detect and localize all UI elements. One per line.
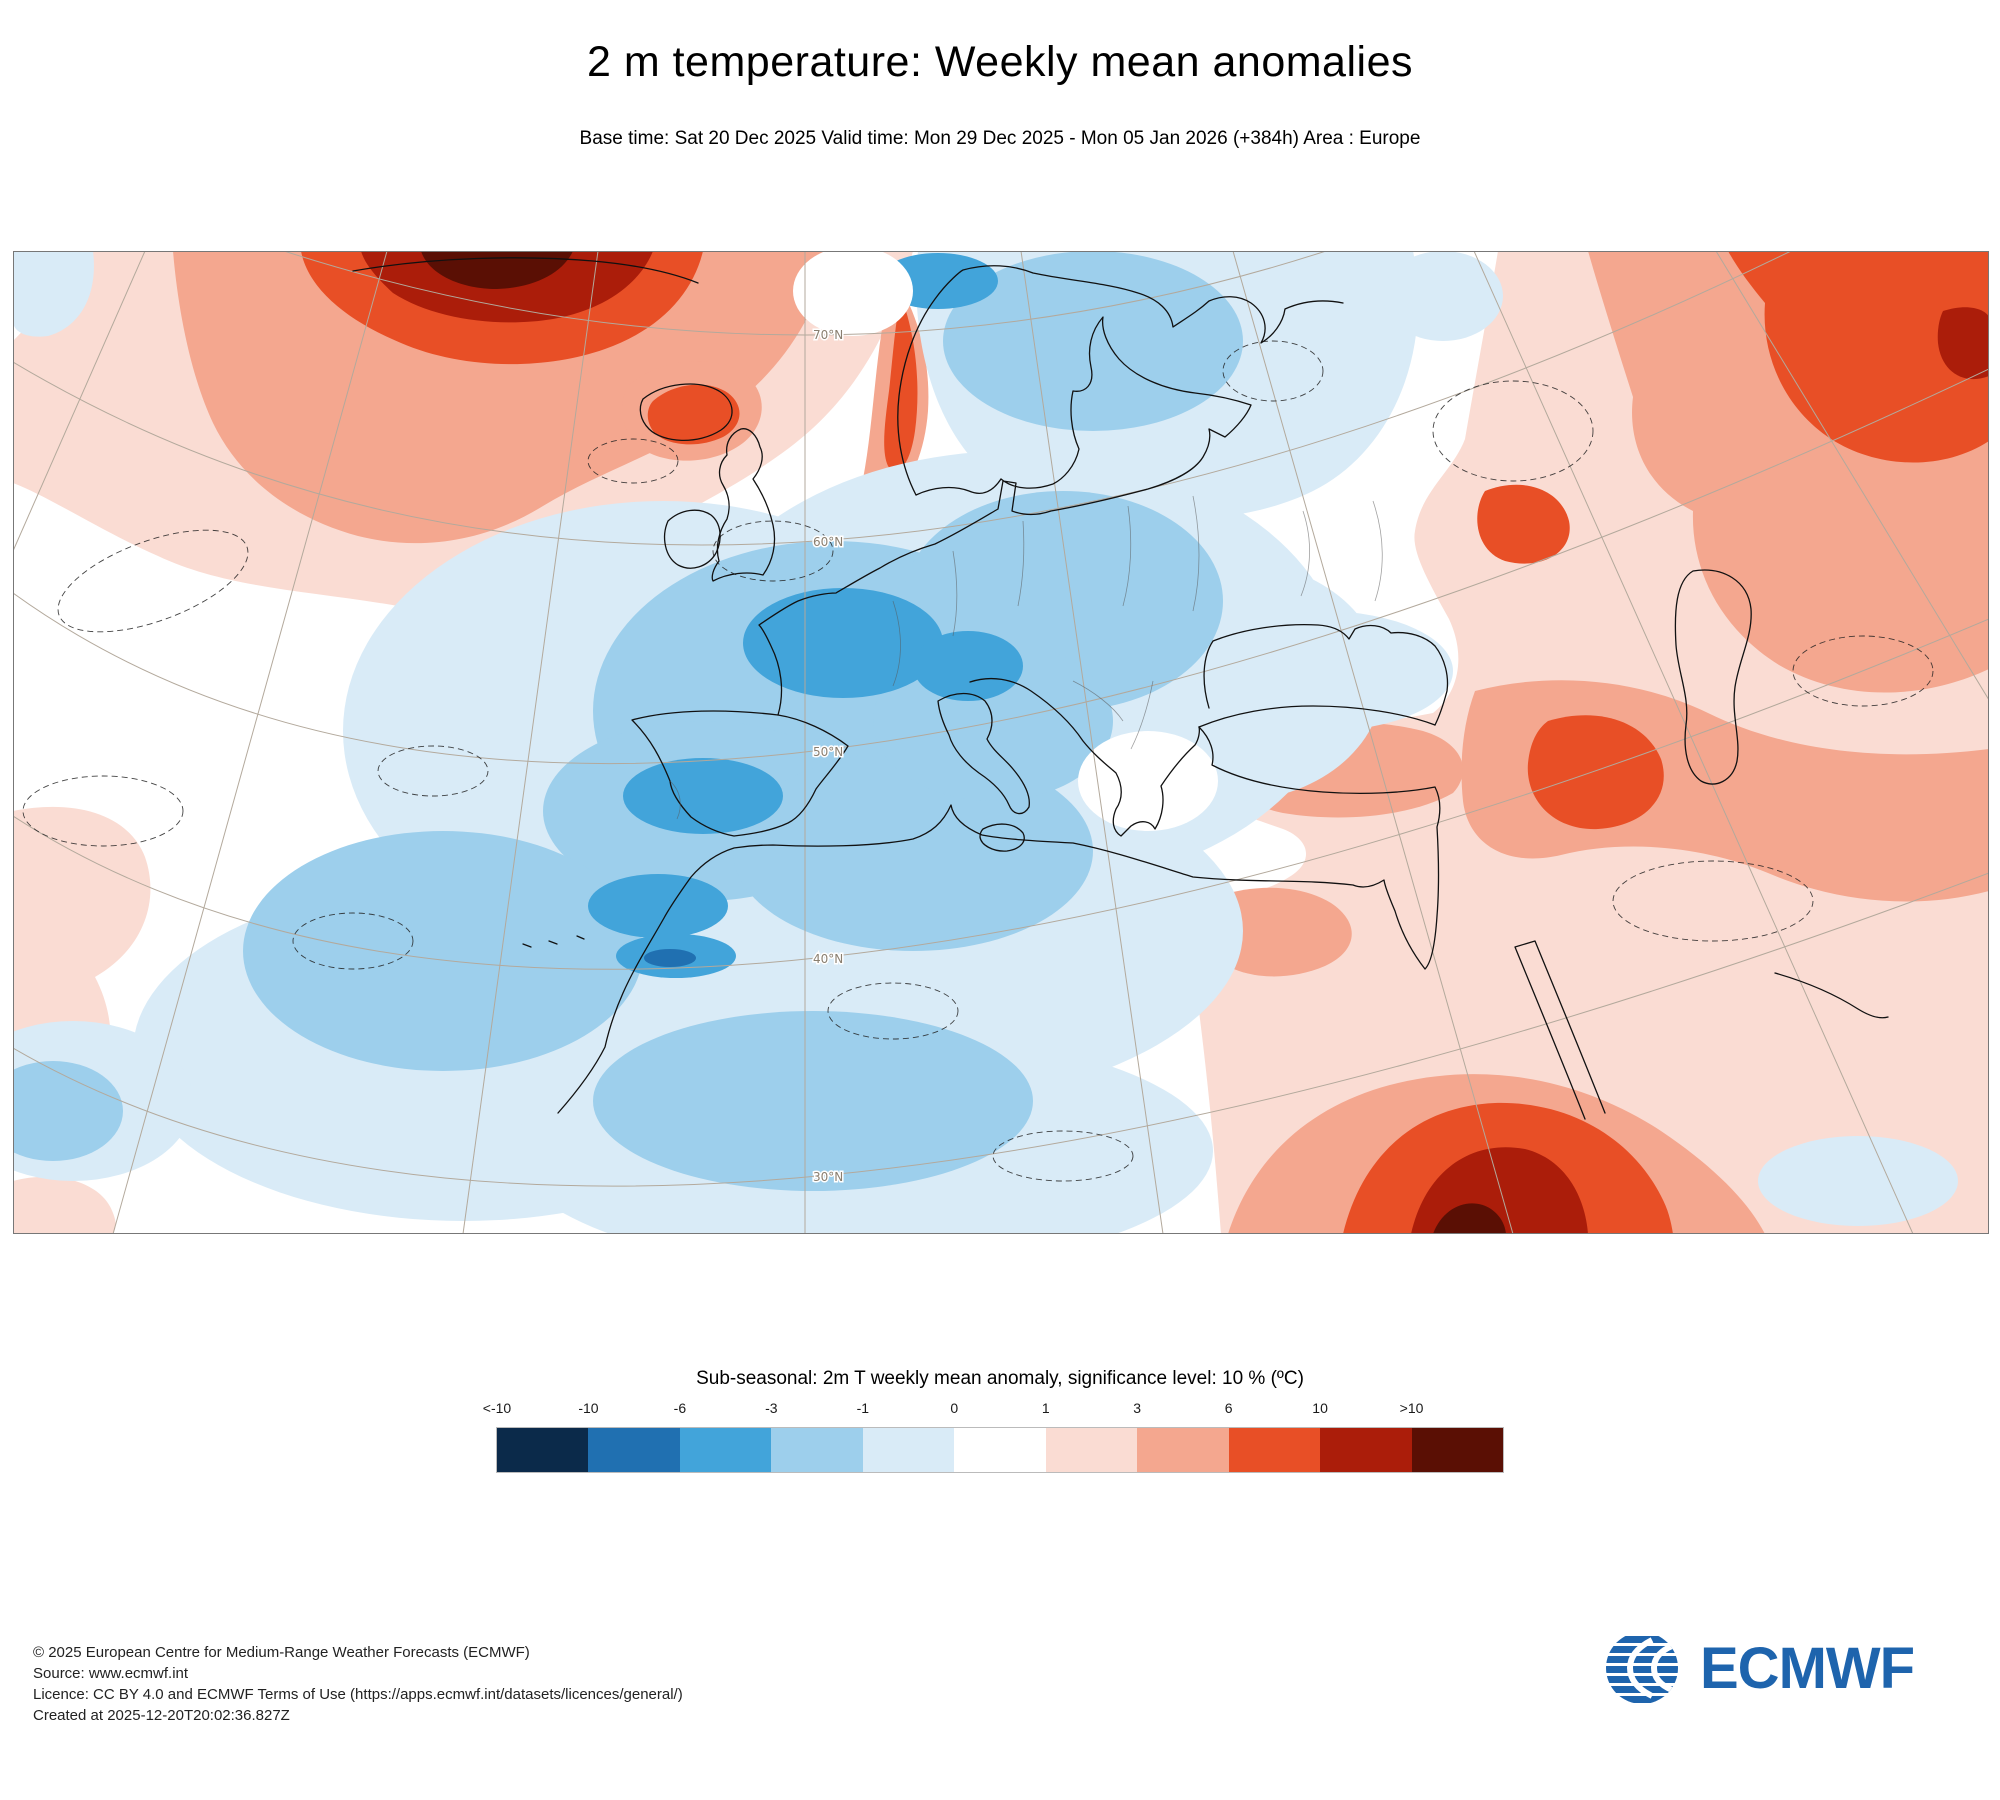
colorbar-label: 3 <box>1133 1400 1142 1416</box>
colorbar-label: >10 <box>1399 1400 1424 1416</box>
colorbar <box>496 1427 1504 1473</box>
footer-attribution: © 2025 European Centre for Medium-Range … <box>33 1642 683 1726</box>
colorbar-label: <-10 <box>482 1400 512 1416</box>
anomaly-map: 70°N 60°N 50°N 40°N 30°N <box>13 251 1989 1234</box>
map-border <box>13 251 1989 1234</box>
colorbar-label: 6 <box>1224 1400 1233 1416</box>
cold-anomaly-regions <box>13 251 1958 1234</box>
colorbar-segment <box>1411 1428 1503 1472</box>
colorbar-label: -1 <box>856 1400 870 1416</box>
footer-licence: Licence: CC BY 4.0 and ECMWF Terms of Us… <box>33 1686 683 1703</box>
colorbar-segment <box>771 1428 863 1472</box>
lat-label-30n: 30°N <box>813 1170 843 1184</box>
latitude-labels: 70°N 60°N 50°N 40°N 30°N <box>812 327 845 1186</box>
colorbar-segment <box>588 1428 680 1472</box>
footer-created-at: Created at 2025-12-20T20:02:36.827Z <box>33 1707 290 1724</box>
colorbar-segment <box>1320 1428 1412 1472</box>
legend-title: Sub-seasonal: 2m T weekly mean anomaly, … <box>696 1368 1304 1389</box>
colorbar-segment <box>1228 1428 1321 1472</box>
colorbar-segment <box>679 1428 772 1472</box>
ecmwf-logo: ECMWF <box>1596 1630 1915 1706</box>
colorbar-label: 0 <box>950 1400 959 1416</box>
lat-label-50n: 50°N <box>813 745 843 759</box>
significance-contours <box>22 340 1934 1182</box>
ecmwf-logo-icon <box>1606 1636 1678 1703</box>
colorbar-segment <box>954 1428 1046 1472</box>
colorbar-label: -3 <box>765 1400 778 1416</box>
colorbar-segment <box>497 1428 589 1472</box>
colorbar-segment <box>1137 1428 1229 1472</box>
lat-label-70n: 70°N <box>813 328 843 342</box>
footer-source: Source: www.ecmwf.int <box>33 1665 189 1682</box>
colorbar-segment <box>862 1428 955 1472</box>
lat-label-40n: 40°N <box>813 952 843 966</box>
colorbar-label: -6 <box>673 1400 687 1416</box>
colorbar-segment <box>1045 1428 1138 1472</box>
colorbar-labels: <-10 -10 -6 -3 -1 0 1 3 6 10 >10 <box>483 1400 1503 1420</box>
page-subtitle: Base time: Sat 20 Dec 2025 Valid time: M… <box>579 128 1421 149</box>
colorbar-label: -10 <box>578 1400 599 1416</box>
ecmwf-logo-text: ECMWF <box>1700 1635 1915 1701</box>
colorbar-label: 1 <box>1041 1400 1050 1416</box>
country-borders <box>669 495 1383 820</box>
graticule <box>13 251 1989 1234</box>
page-title: 2 m temperature: Weekly mean anomalies <box>586 38 1413 86</box>
legend: <-10 -10 -6 -3 -1 0 1 3 6 10 >10 <box>483 1400 1504 1480</box>
colorbar-label: 10 <box>1312 1400 1328 1416</box>
footer-copyright: © 2025 European Centre for Medium-Range … <box>33 1644 530 1661</box>
anomaly-map-svg: 70°N 60°N 50°N 40°N 30°N <box>13 251 1989 1234</box>
coastlines <box>352 257 1889 1120</box>
lat-label-60n: 60°N <box>813 535 843 549</box>
